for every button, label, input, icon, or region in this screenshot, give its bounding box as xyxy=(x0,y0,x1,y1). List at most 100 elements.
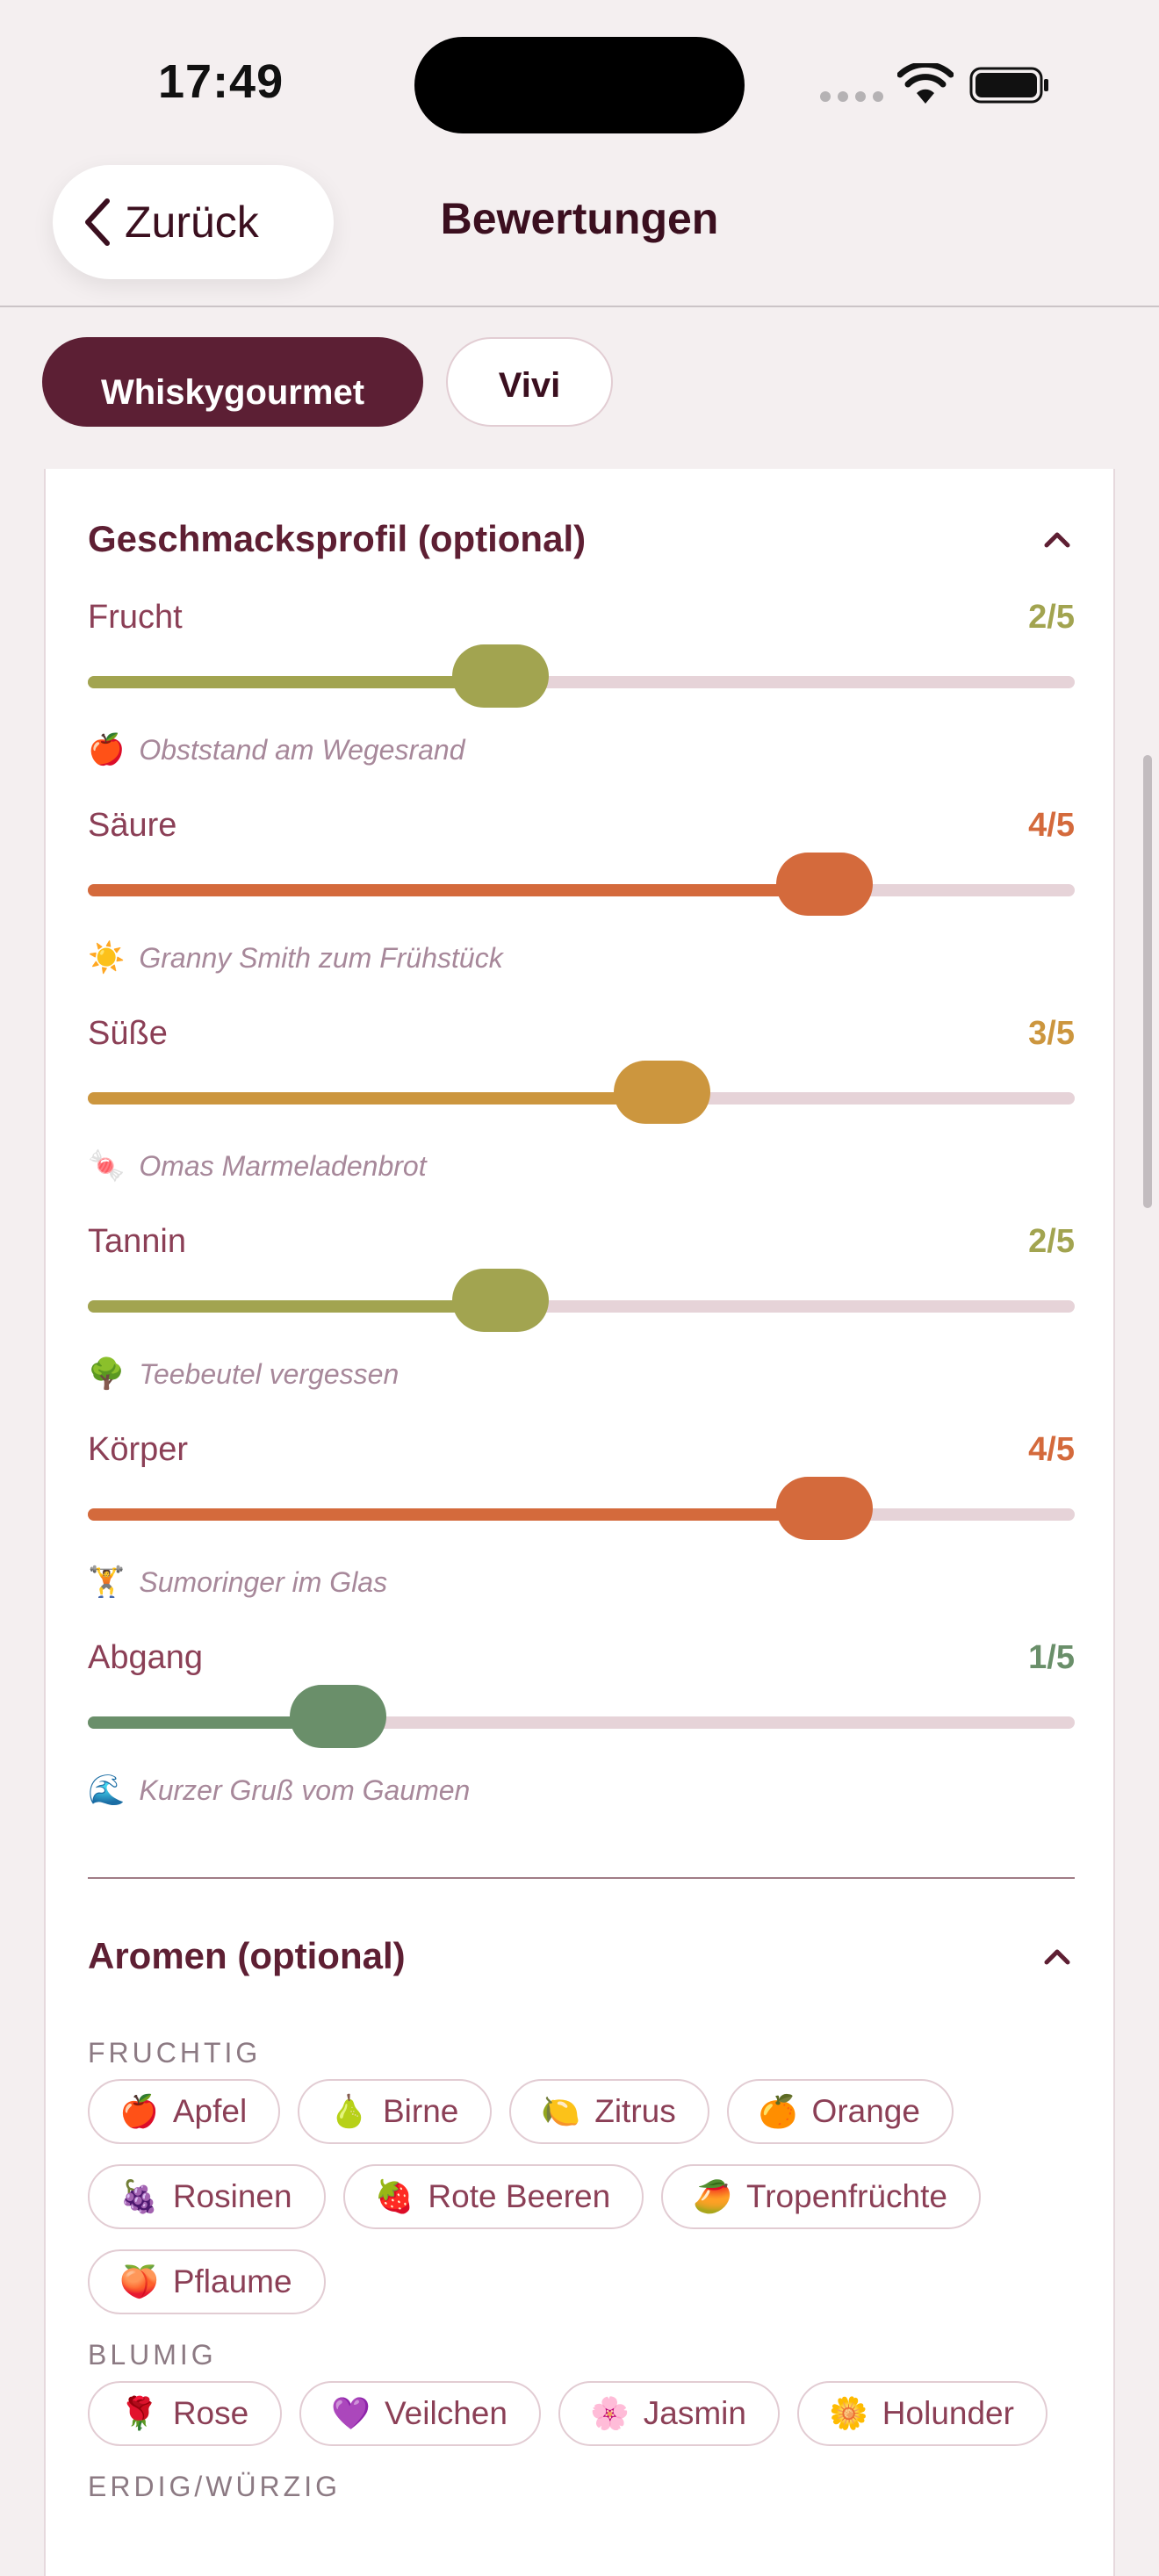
slider-description: ☀️ Granny Smith zum Frühstück xyxy=(88,940,503,975)
aroma-emoji-icon: 🍋 xyxy=(541,2093,581,2129)
back-button[interactable]: Zurück xyxy=(53,165,334,279)
aroma-chip-tropenfrüchte[interactable]: 🥭 Tropenfrüchte xyxy=(661,2164,981,2229)
slider-thumb[interactable] xyxy=(614,1061,711,1124)
slider-körper: Körper 4/5 🏋️ Sumoringer im Glas xyxy=(88,1431,1075,1638)
aroma-emoji-icon: 🌼 xyxy=(828,2395,868,2431)
slider-label: Frucht xyxy=(88,599,183,636)
aroma-chip-label: Orange xyxy=(811,2093,920,2129)
slider-frucht: Frucht 2/5 🍎 Obststand am Wegesrand xyxy=(88,599,1075,806)
slider-value: 4/5 xyxy=(1028,807,1075,844)
slider-value: 1/5 xyxy=(1028,1639,1075,1676)
aroma-chip-apfel[interactable]: 🍎 Apfel xyxy=(88,2079,281,2144)
page-title: Bewertungen xyxy=(440,194,719,243)
slider-description-text: Kurzer Gruß vom Gaumen xyxy=(139,1774,471,1806)
aroma-chip-label: Pflaume xyxy=(172,2263,292,2299)
slider-track[interactable] xyxy=(88,1061,1075,1124)
slider-description-text: Teebeutel vergessen xyxy=(139,1357,400,1390)
aroma-emoji-icon: 🍐 xyxy=(329,2093,369,2129)
aroma-chip-row: 🍇 Rosinen 🍓 Rote Beeren 🥭 Tropenfrüchte xyxy=(88,2164,981,2229)
slider-fill xyxy=(88,1508,824,1521)
slider-säure: Säure 4/5 ☀️ Granny Smith zum Frühstück xyxy=(88,807,1075,1014)
slider-description: 🌳 Teebeutel vergessen xyxy=(88,1356,399,1392)
rating-card: Geschmacksprofil (optional) Frucht 2/5 🍎 Ob… xyxy=(44,469,1115,2576)
aroma-chip-zitrus[interactable]: 🍋 Zitrus xyxy=(509,2079,709,2144)
slider-thumb[interactable] xyxy=(290,1685,387,1748)
aroma-chip-rote-beeren[interactable]: 🍓 Rote Beeren xyxy=(342,2164,644,2229)
slider-emoji-icon: 🍬 xyxy=(88,1149,126,1183)
slider-süße: Süße 3/5 🍬 Omas Marmeladenbrot xyxy=(88,1015,1075,1222)
slider-fill xyxy=(88,1092,663,1105)
slider-description-text: Omas Marmeladenbrot xyxy=(139,1149,427,1182)
aroma-chip-pflaume[interactable]: 🍑 Pflaume xyxy=(88,2249,326,2314)
aroma-chip-label: Veilchen xyxy=(385,2395,508,2431)
slider-description-text: Sumoringer im Glas xyxy=(139,1565,388,1598)
slider-track[interactable] xyxy=(88,853,1075,916)
aroma-chip-label: Jasmin xyxy=(643,2395,746,2431)
aroma-emoji-icon: 🥭 xyxy=(693,2178,732,2214)
slider-thumb[interactable] xyxy=(775,1477,873,1540)
slider-track[interactable] xyxy=(88,1685,1075,1748)
aroma-category-label: ERDIG/WÜRZIG xyxy=(88,2471,341,2502)
slider-abgang: Abgang 1/5 🌊 Kurzer Gruß vom Gaumen xyxy=(88,1639,1075,1846)
slider-fill xyxy=(88,676,500,688)
slider-fill xyxy=(88,884,824,896)
slider-track[interactable] xyxy=(88,1477,1075,1540)
aroma-emoji-icon: 🍊 xyxy=(758,2093,798,2129)
aroma-chip-label: Tropenfrüchte xyxy=(746,2178,947,2214)
aroma-chip-label: Zitrus xyxy=(594,2093,676,2129)
slider-value: 3/5 xyxy=(1028,1015,1075,1052)
slider-emoji-icon: 🍎 xyxy=(88,733,126,766)
aroma-chip-label: Birne xyxy=(383,2093,459,2129)
aroma-chip-label: Rote Beeren xyxy=(428,2178,611,2214)
aroma-chip-row: 🍎 Apfel 🍐 Birne 🍋 Zitrus 🍊 Orange xyxy=(88,2079,954,2144)
aroma-emoji-icon: 🍑 xyxy=(119,2263,159,2299)
wifi-icon xyxy=(897,63,954,104)
slider-thumb[interactable] xyxy=(451,644,549,708)
slider-fill xyxy=(88,1716,339,1729)
aroma-chip-rose[interactable]: 🌹 Rose xyxy=(88,2381,283,2446)
aroma-chip-row: 🍑 Pflaume xyxy=(88,2249,326,2314)
aroma-chip-veilchen[interactable]: 💜 Veilchen xyxy=(299,2381,541,2446)
reviewer-tabs: Whiskygourmet Vivi xyxy=(42,337,613,427)
taste-profile-title: Geschmacksprofil (optional) xyxy=(88,518,587,559)
slider-description: 🍎 Obststand am Wegesrand xyxy=(88,732,465,767)
aroma-emoji-icon: 🍓 xyxy=(374,2178,414,2214)
navigation-bar: Zurück Bewertungen xyxy=(0,158,1159,307)
chevron-up-icon xyxy=(1044,532,1070,548)
tab-vivi[interactable]: Vivi xyxy=(446,337,613,427)
slider-value: 4/5 xyxy=(1028,1431,1075,1468)
slider-label: Abgang xyxy=(88,1639,204,1676)
aroma-chip-label: Apfel xyxy=(172,2093,248,2129)
aroma-chip-orange[interactable]: 🍊 Orange xyxy=(726,2079,954,2144)
chevron-left-icon xyxy=(85,198,110,246)
aroma-chip-rosinen[interactable]: 🍇 Rosinen xyxy=(88,2164,326,2229)
aroma-chip-row: 🌹 Rose 💜 Veilchen 🌸 Jasmin 🌼 Holunder xyxy=(88,2381,1047,2446)
aroma-emoji-icon: 🌸 xyxy=(589,2395,630,2431)
slider-track[interactable] xyxy=(88,644,1075,708)
aroma-emoji-icon: 🌹 xyxy=(119,2395,159,2431)
aroma-chip-holunder[interactable]: 🌼 Holunder xyxy=(796,2381,1047,2446)
status-time: 17:49 xyxy=(158,55,284,108)
slider-track[interactable] xyxy=(88,1269,1075,1332)
taste-profile-header[interactable]: Geschmacksprofil (optional) xyxy=(88,513,1075,565)
slider-description: 🏋️ Sumoringer im Glas xyxy=(88,1565,387,1600)
aroma-chip-birne[interactable]: 🍐 Birne xyxy=(298,2079,493,2144)
aroma-chip-label: Rose xyxy=(172,2395,249,2431)
slider-emoji-icon: ☀️ xyxy=(88,941,126,975)
aroma-emoji-icon: 💜 xyxy=(331,2395,371,2431)
slider-fill xyxy=(88,1300,500,1313)
slider-label: Säure xyxy=(88,807,177,844)
aromas-header[interactable]: Aromen (optional) xyxy=(88,1930,1075,1982)
tab-whiskygourmet[interactable]: Whiskygourmet xyxy=(42,337,423,427)
aroma-chip-label: Holunder xyxy=(882,2395,1014,2431)
aromas-title: Aromen (optional) xyxy=(88,1935,406,1976)
aroma-chip-jasmin[interactable]: 🌸 Jasmin xyxy=(558,2381,780,2446)
slider-thumb[interactable] xyxy=(451,1269,549,1332)
dynamic-island xyxy=(414,37,745,133)
scroll-indicator[interactable] xyxy=(1143,755,1152,1208)
slider-value: 2/5 xyxy=(1028,1223,1075,1260)
slider-description-text: Obststand am Wegesrand xyxy=(139,733,465,766)
slider-thumb[interactable] xyxy=(775,853,873,916)
aroma-emoji-icon: 🍎 xyxy=(119,2093,159,2129)
section-divider xyxy=(88,1877,1075,1879)
